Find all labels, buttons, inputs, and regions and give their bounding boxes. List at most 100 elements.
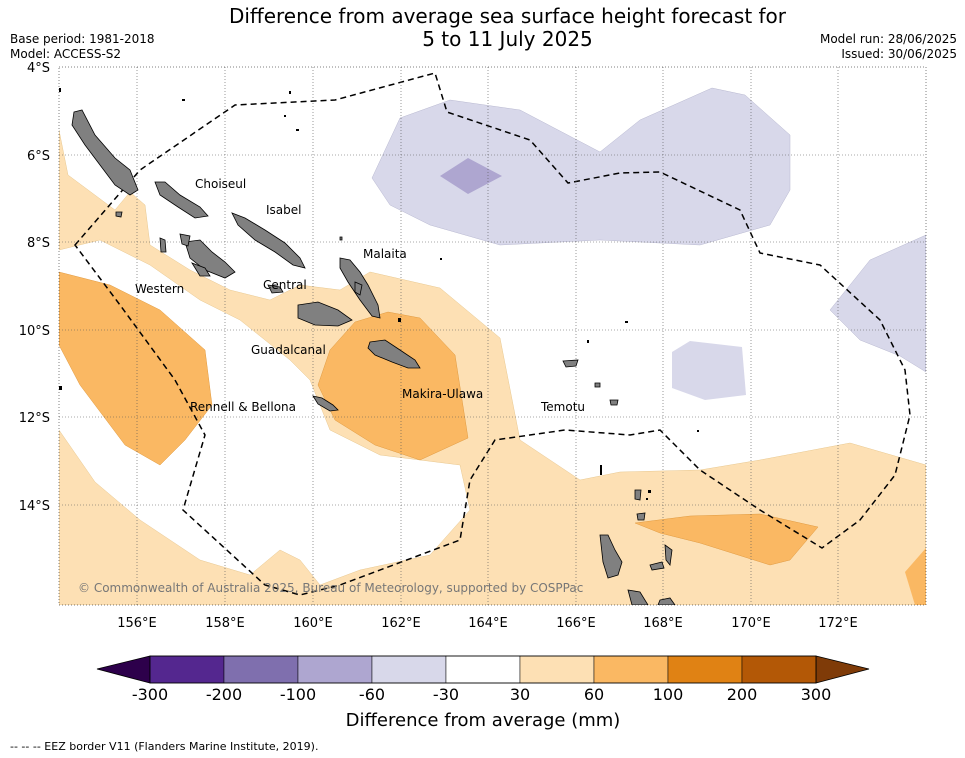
colorbar-tick-9: 300 — [801, 685, 832, 704]
meta-left: Base period: 1981-2018 Model: ACCESS-S2 — [10, 32, 155, 62]
map-area — [59, 67, 926, 605]
map-title-line2: 5 to 11 July 2025 — [422, 27, 593, 51]
colorbar-tick-1: -200 — [206, 685, 242, 704]
label-makira-ulawa: Makira-Ulawa — [402, 387, 483, 401]
colorbar-ticks: -300 -200 -100 -60 -30 30 60 100 200 300 — [132, 685, 831, 704]
colorbar-tick-0: -300 — [132, 685, 168, 704]
island-torres — [636, 512, 646, 521]
island-tikopia — [609, 399, 619, 406]
band-negative-light-east — [829, 234, 926, 373]
island-vanikoro — [562, 359, 579, 368]
island-isabel — [231, 212, 306, 269]
model-run: Model run: 28/06/2025 — [819, 32, 957, 46]
colorbar-segment-6 — [593, 655, 669, 684]
band-negative-light-north — [371, 87, 791, 246]
island-choiseul — [154, 181, 209, 219]
lon-label-166e: 166°E — [556, 616, 596, 631]
label-temotu: Temotu — [540, 400, 585, 414]
issued-date: Issued: 30/06/2025 — [841, 47, 957, 61]
island-rendova — [191, 262, 211, 277]
label-western: Western — [135, 282, 184, 296]
lon-label-168e: 168°E — [643, 616, 683, 631]
lon-label-164e: 164°E — [468, 616, 508, 631]
map-title-line1: Difference from average sea surface heig… — [228, 4, 787, 28]
island-shortlands — [115, 211, 123, 218]
lat-label-4s: 4°S — [27, 61, 50, 76]
province-labels: Choiseul Isabel Malaita Western Central … — [135, 177, 585, 414]
colorbar-tick-5: 30 — [510, 685, 530, 704]
lon-label-172e: 172°E — [818, 616, 858, 631]
island-pentecost — [664, 544, 673, 566]
island-small-malaita — [354, 281, 363, 296]
lon-labels: 156°E 158°E 160°E 162°E 164°E 166°E 168°… — [117, 616, 858, 631]
lon-label-162e: 162°E — [381, 616, 421, 631]
island-florida — [267, 284, 284, 294]
colorbar-segment-4 — [445, 655, 521, 684]
colorbar-tick-4: -30 — [433, 685, 459, 704]
colorbar-frame — [149, 655, 817, 684]
lat-label-14s: 14°S — [19, 499, 50, 514]
colorbar: -300 -200 -100 -60 -30 30 60 100 200 300… — [96, 655, 870, 731]
label-central: Central — [263, 278, 307, 292]
colorbar-segment-0 — [149, 655, 225, 684]
band-neutral-gap — [240, 480, 380, 540]
island-vella-lavella — [159, 237, 167, 253]
colorbar-under-arrow — [96, 655, 151, 684]
label-malaita: Malaita — [363, 247, 407, 261]
label-isabel: Isabel — [266, 203, 301, 217]
colorbar-tick-7: 100 — [653, 685, 684, 704]
island-ontong — [339, 236, 343, 241]
island-bougainville — [71, 109, 139, 196]
island-ranongga — [179, 233, 191, 247]
band-positive-medium-corner — [905, 548, 926, 605]
lat-label-10s: 10°S — [19, 324, 50, 339]
label-choiseul: Choiseul — [195, 177, 246, 191]
label-guadalcanal: Guadalcanal — [251, 343, 326, 357]
island-guadalcanal — [297, 301, 353, 327]
islands — [71, 109, 676, 605]
colorbar-segment-8 — [741, 655, 817, 684]
island-malekula — [627, 589, 649, 605]
label-rennell-bellona: Rennell & Bellona — [190, 400, 296, 414]
colorbar-tick-2: -100 — [280, 685, 316, 704]
lon-label-158e: 158°E — [205, 616, 245, 631]
meta-right: Model run: 28/06/2025 Issued: 30/06/2025 — [820, 32, 957, 62]
atolls — [59, 88, 699, 500]
colorbar-segment-2 — [297, 655, 373, 684]
model-name: Model: ACCESS-S2 — [10, 47, 122, 61]
map-frame — [58, 66, 927, 606]
copyright-notice: © Commonwealth of Australia 2025, Bureau… — [78, 581, 583, 595]
island-reefs — [594, 382, 601, 388]
colorbar-tick-6: 60 — [584, 685, 604, 704]
colorbar-segment-5 — [519, 655, 595, 684]
colorbar-tick-3: -60 — [359, 685, 385, 704]
eez-border — [74, 72, 911, 596]
colorbar-over-arrow — [815, 655, 870, 684]
colorbar-segment-1 — [223, 655, 299, 684]
island-rennell — [312, 395, 339, 412]
island-banks — [634, 489, 642, 501]
band-positive-medium-southeast — [634, 513, 819, 566]
map-gridlines — [59, 67, 926, 605]
lon-label-156e: 156°E — [117, 616, 157, 631]
colorbar-label: Difference from average (mm) — [346, 710, 621, 731]
colorbar-segment-3 — [371, 655, 447, 684]
lat-label-8s: 8°S — [27, 236, 50, 251]
colorbar-segment-7 — [667, 655, 743, 684]
band-positive-medium-west — [59, 271, 213, 466]
lon-label-170e: 170°E — [731, 616, 771, 631]
island-new-georgia — [184, 239, 236, 279]
band-negative-light-island — [672, 341, 746, 400]
lat-label-12s: 12°S — [19, 411, 50, 426]
eez-footnote: -- -- -- EEZ border V11 (Flanders Marine… — [10, 740, 319, 753]
lon-label-160e: 160°E — [293, 616, 333, 631]
island-tonga-south — [657, 597, 676, 605]
island-makira — [367, 339, 421, 369]
lat-label-6s: 6°S — [27, 149, 50, 164]
island-maewo — [649, 561, 665, 571]
lat-labels: 4°S 6°S 8°S 10°S 12°S 14°S — [19, 61, 50, 514]
colorbar-segments — [149, 655, 817, 684]
island-espiritu-santo — [599, 534, 623, 579]
band-negative-medium — [440, 158, 502, 194]
